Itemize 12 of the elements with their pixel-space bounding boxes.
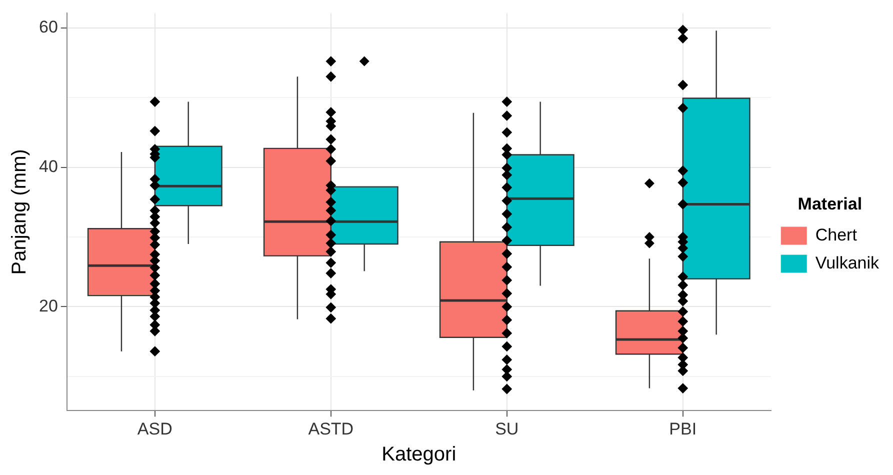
legend-label: Vulkanik bbox=[815, 253, 880, 272]
x-tick-label: PBI bbox=[669, 419, 697, 438]
x-tick-label: ASTD bbox=[308, 419, 354, 438]
legend-label: Chert bbox=[815, 225, 858, 244]
y-axis-title: Panjang (mm) bbox=[8, 149, 31, 275]
y-tick-label: 60 bbox=[38, 18, 58, 37]
x-axis-title: Kategori bbox=[382, 444, 456, 466]
legend-title: Material bbox=[798, 194, 862, 214]
x-tick-label: SU bbox=[495, 419, 519, 438]
x-tick-label: ASD bbox=[137, 419, 172, 438]
y-tick-label: 40 bbox=[38, 156, 58, 176]
y-tick-label: 20 bbox=[38, 296, 58, 316]
